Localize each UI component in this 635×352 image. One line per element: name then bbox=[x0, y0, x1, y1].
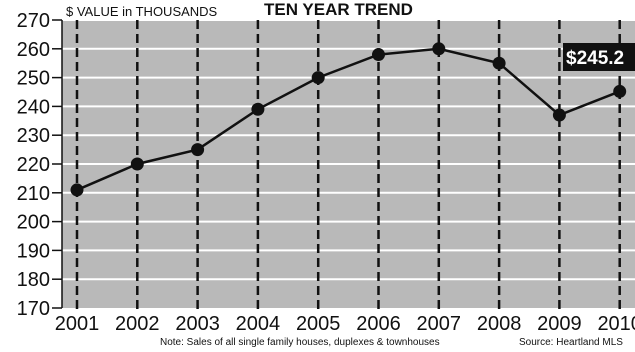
y-tick-label: 220 bbox=[17, 154, 50, 176]
x-tick-label: 2006 bbox=[356, 313, 401, 335]
callout-value: $245.2 bbox=[566, 48, 624, 69]
data-points bbox=[70, 42, 627, 197]
y-tick-label: 190 bbox=[17, 240, 50, 262]
x-tick-label: 2003 bbox=[175, 313, 220, 335]
x-tick-label: 2010 bbox=[597, 313, 635, 335]
data-point bbox=[613, 84, 627, 98]
chart-title: TEN YEAR TREND bbox=[264, 0, 413, 19]
y-tick-label: 170 bbox=[17, 298, 50, 320]
data-point bbox=[492, 56, 506, 70]
data-point bbox=[70, 183, 84, 197]
data-point bbox=[130, 157, 144, 171]
x-tick-label: 2009 bbox=[537, 313, 582, 335]
data-point bbox=[251, 102, 265, 116]
x-axis-ticks: 2001 2002 2003 2004 2005 2006 2007 2008 2009 2010 bbox=[55, 313, 635, 335]
y-tick-label: 180 bbox=[17, 269, 50, 291]
x-tick-label: 2007 bbox=[417, 313, 462, 335]
note-text: Note: Sales of all single family houses,… bbox=[160, 337, 440, 348]
horizontal-gridlines bbox=[62, 19, 635, 281]
data-point bbox=[191, 143, 205, 157]
x-tick-label: 2002 bbox=[115, 313, 160, 335]
x-tick-label: 2004 bbox=[236, 313, 281, 335]
data-point bbox=[432, 42, 446, 56]
data-point bbox=[311, 71, 325, 85]
y-tick-label: 210 bbox=[17, 183, 50, 205]
source-text: Source: Heartland MLS bbox=[519, 337, 623, 348]
series-line bbox=[76, 47, 621, 192]
x-tick-label: 2001 bbox=[55, 313, 100, 335]
y-axis-label: $ VALUE in THOUSANDS bbox=[66, 4, 218, 19]
x-tick-label: 2008 bbox=[477, 313, 522, 335]
callout-badge bbox=[563, 43, 635, 71]
x-tick-label: 2005 bbox=[296, 313, 341, 335]
y-tick-label: 230 bbox=[17, 125, 50, 147]
y-tick-label: 200 bbox=[17, 212, 50, 234]
data-point bbox=[372, 48, 385, 62]
y-tick-label: 260 bbox=[17, 39, 50, 61]
y-tick-label: 270 bbox=[17, 10, 50, 32]
y-tick-label: 250 bbox=[17, 68, 50, 90]
data-point bbox=[552, 108, 566, 122]
y-axis-ticks: 170 180 190 200 210 220 230 240 250 260 270 bbox=[17, 10, 62, 320]
y-tick-label: 240 bbox=[17, 96, 50, 118]
